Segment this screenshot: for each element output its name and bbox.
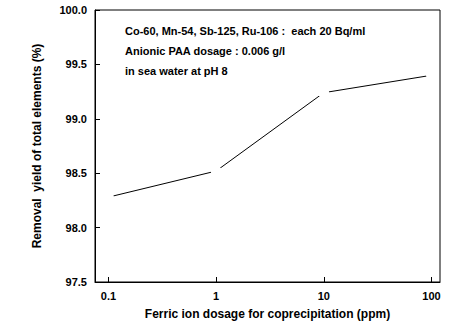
svg-text:1: 1	[213, 290, 219, 302]
svg-text:99.5: 99.5	[66, 58, 87, 70]
svg-text:10: 10	[318, 290, 330, 302]
svg-text:in sea water at pH 8: in sea water at pH 8	[125, 65, 228, 77]
svg-text:0.1: 0.1	[101, 290, 116, 302]
svg-text:Anionic PAA dosage : 0.006 g/l: Anionic PAA dosage : 0.006 g/l	[125, 45, 285, 57]
svg-text:Ferric ion dosage for coprecip: Ferric ion dosage for coprecipitation (p…	[145, 307, 390, 321]
svg-text:100: 100	[422, 290, 440, 302]
svg-text:97.5: 97.5	[66, 276, 87, 288]
svg-text:99.0: 99.0	[66, 113, 87, 125]
svg-text:98.5: 98.5	[66, 167, 87, 179]
svg-text:Co-60, Mn-54, Sb-125, Ru-106 :: Co-60, Mn-54, Sb-125, Ru-106 : each 20 B…	[125, 25, 365, 37]
svg-text:100.0: 100.0	[59, 4, 87, 16]
svg-text:98.0: 98.0	[66, 222, 87, 234]
svg-text:Removal yield of total elemen: Removal yield of total elements (%)	[30, 44, 44, 249]
